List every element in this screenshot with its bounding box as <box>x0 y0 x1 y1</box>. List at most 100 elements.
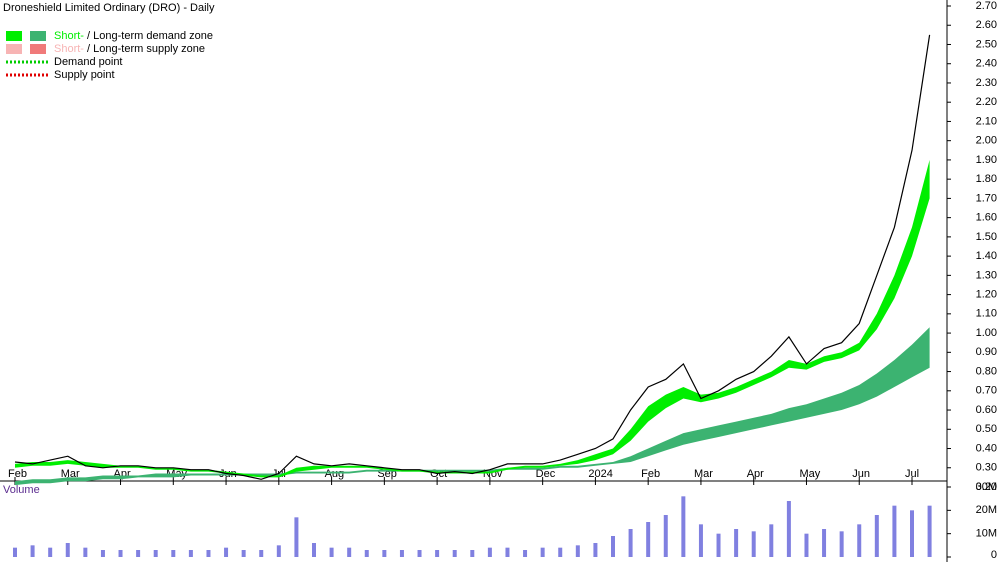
volume-bar <box>329 547 334 557</box>
volume-bar <box>663 515 668 557</box>
legend-label: Demand point <box>54 56 123 68</box>
volume-bar <box>118 550 123 557</box>
volume-bar <box>839 531 844 557</box>
volume-bar <box>892 505 897 557</box>
volume-bar <box>364 550 369 557</box>
price-line <box>14 34 931 480</box>
volume-bar <box>734 529 739 557</box>
legend-label: / Long-term supply zone <box>84 43 205 55</box>
volume-bar <box>786 501 791 557</box>
volume-bar <box>611 536 615 557</box>
volume-bar <box>716 533 721 557</box>
y-tick-label: 0.50 <box>976 423 997 435</box>
x-tick-label: Feb <box>8 468 27 480</box>
volume-title: Volume <box>3 484 40 496</box>
x-tick-label: Aug <box>325 468 345 480</box>
volume-bar <box>13 547 17 557</box>
legend-label: Short- <box>54 30 84 42</box>
volume-bar <box>540 547 545 557</box>
x-tick-label: Jul <box>905 468 919 480</box>
y-tick-label: 0.30 <box>976 462 997 474</box>
y-tick-label: 20M <box>976 504 997 516</box>
volume-bar <box>241 550 246 557</box>
y-tick-label: 0.20 <box>976 481 997 493</box>
volume-bar <box>681 496 686 557</box>
y-tick-label: 1.90 <box>976 154 997 166</box>
volume-bar <box>628 529 633 557</box>
volume-bar <box>927 505 932 557</box>
legend-swatch <box>6 44 22 54</box>
volume-bar <box>487 547 492 557</box>
y-tick-label: 1.50 <box>976 231 997 243</box>
x-tick-label: Dec <box>536 468 556 480</box>
y-tick-label: 2.60 <box>976 19 997 31</box>
legend-swatch <box>30 31 46 41</box>
volume-bar <box>857 524 862 557</box>
x-tick-label: Apr <box>747 468 764 480</box>
volume-bar <box>30 545 35 557</box>
x-tick-label: Mar <box>61 468 80 480</box>
volume-bar <box>910 510 914 557</box>
volume-bar <box>452 550 457 557</box>
y-tick-label: 0.40 <box>976 442 997 454</box>
volume-bar <box>698 524 703 557</box>
volume-bar <box>136 550 141 557</box>
volume-bar <box>276 545 281 557</box>
y-tick-label: 1.80 <box>976 173 997 185</box>
y-tick-label: 2.20 <box>976 96 997 108</box>
volume-bar <box>312 543 316 557</box>
volume-bar <box>294 517 299 557</box>
y-tick-label: 0.90 <box>976 346 997 358</box>
volume-bar <box>206 550 211 557</box>
legend-label: / Long-term demand zone <box>84 30 213 42</box>
y-tick-label: 2.10 <box>976 115 997 127</box>
x-tick-label: Mar <box>694 468 713 480</box>
y-tick-label: 2.50 <box>976 38 997 50</box>
volume-bar <box>153 550 158 557</box>
legend-swatch <box>30 44 46 54</box>
y-tick-label: 30M <box>976 481 997 493</box>
volume-bar <box>48 547 53 557</box>
volume-bar <box>822 529 827 557</box>
volume-bar <box>470 550 475 557</box>
volume-bar <box>804 533 809 557</box>
y-tick-label: 2.00 <box>976 135 997 147</box>
volume-bar <box>751 531 756 557</box>
volume-bar <box>347 547 352 557</box>
volume-bar <box>188 550 193 557</box>
volume-bar <box>646 522 651 557</box>
volume-bar <box>171 550 176 557</box>
legend-label: Short- <box>54 43 84 55</box>
x-tick-label: Jun <box>852 468 870 480</box>
y-tick-label: 2.70 <box>976 0 997 12</box>
volume-bar <box>558 547 563 557</box>
y-tick-label: 0 <box>991 549 997 561</box>
y-tick-label: 1.60 <box>976 212 997 224</box>
volume-bar <box>505 547 510 557</box>
legend-label: Supply point <box>54 69 115 81</box>
volume-bar <box>874 515 879 557</box>
y-tick-label: 1.70 <box>976 192 997 204</box>
x-tick-label: May <box>799 468 820 480</box>
y-tick-label: 1.20 <box>976 289 997 301</box>
volume-bar <box>382 550 387 557</box>
volume-bar <box>399 550 404 557</box>
volume-bar <box>769 524 774 557</box>
x-tick-label: Feb <box>641 468 660 480</box>
y-tick-label: 0.60 <box>976 404 997 416</box>
volume-bar <box>417 550 422 557</box>
volume-bar <box>65 543 70 557</box>
chart-title: Droneshield Limited Ordinary (DRO) - Dai… <box>3 2 215 14</box>
volume-bar <box>575 545 580 557</box>
legend-swatch <box>6 31 22 41</box>
volume-bar <box>435 550 440 557</box>
y-tick-label: 2.30 <box>976 77 997 89</box>
y-tick-label: 2.40 <box>976 58 997 70</box>
y-tick-label: 1.10 <box>976 308 997 320</box>
volume-bar <box>83 547 88 557</box>
volume-bar <box>259 550 264 557</box>
y-tick-label: 1.00 <box>976 327 997 339</box>
volume-bar <box>100 550 105 557</box>
